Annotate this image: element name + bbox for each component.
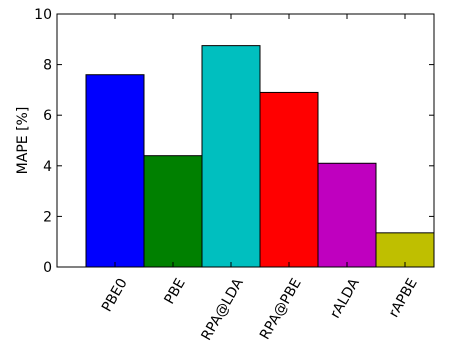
bar-rpa-pbe [259, 91, 319, 268]
x-tick-label-rapbe: rAPBE [386, 276, 421, 321]
y-axis-label: MAPE [%] [15, 107, 31, 175]
y-tick-label: 10 [34, 7, 52, 23]
x-tick-label-ralda: rALDA [327, 275, 363, 321]
bar-pbe0 [85, 74, 145, 268]
x-tick-label-pbe0: PBE0 [99, 276, 131, 315]
bar-rpa-lda [201, 45, 261, 268]
plot-frame [56, 13, 435, 268]
bar-ralda [317, 162, 377, 268]
y-axis: 0 2 4 6 8 10 [34, 7, 434, 276]
y-tick-label: 8 [43, 58, 52, 74]
y-tick-label: 4 [43, 159, 52, 175]
x-tick-label-pbe: PBE [161, 276, 188, 307]
bars-layer [85, 45, 435, 268]
bar-pbe [143, 155, 203, 268]
bar-rapbe [375, 232, 435, 268]
y-tick-label: 0 [43, 260, 52, 276]
y-tick-label: 6 [43, 108, 52, 124]
y-tick-label: 2 [43, 209, 52, 225]
x-tick-label-rpa-pbe: RPA@PBE [257, 276, 305, 341]
x-tick-label-rpa-lda: RPA@LDA [199, 275, 247, 341]
